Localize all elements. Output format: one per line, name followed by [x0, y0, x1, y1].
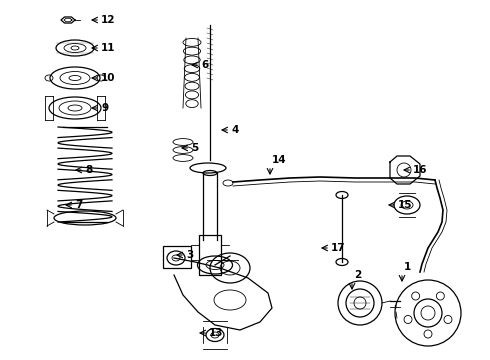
Text: 10: 10	[101, 73, 116, 83]
Text: 7: 7	[75, 200, 82, 210]
Text: 12: 12	[101, 15, 116, 25]
Text: 14: 14	[272, 155, 287, 165]
Text: 4: 4	[231, 125, 238, 135]
Text: 1: 1	[404, 262, 411, 272]
Text: 9: 9	[101, 103, 108, 113]
Bar	[199, 235, 221, 275]
Text: 2: 2	[354, 270, 361, 280]
Text: 11: 11	[101, 43, 116, 53]
Text: 15: 15	[398, 200, 413, 210]
Bar	[163, 246, 191, 268]
Text: 13: 13	[209, 328, 223, 338]
Text: 17: 17	[331, 243, 345, 253]
Text: 5: 5	[191, 143, 198, 153]
Text: 6: 6	[201, 60, 208, 70]
Text: 3: 3	[186, 250, 193, 260]
Text: 8: 8	[85, 165, 92, 175]
Text: 16: 16	[413, 165, 427, 175]
